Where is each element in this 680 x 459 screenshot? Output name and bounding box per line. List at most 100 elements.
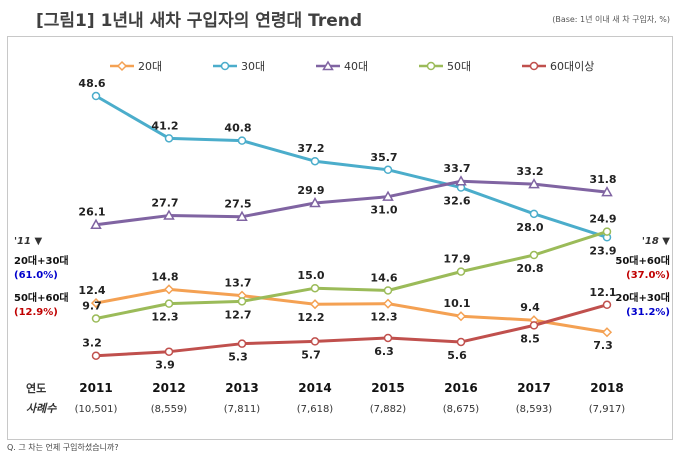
legend-marker bbox=[220, 61, 230, 71]
x-tick-label: 2015 bbox=[371, 381, 404, 395]
right-annotation-value: (37.0%) bbox=[626, 270, 670, 281]
data-label: 33.2 bbox=[516, 165, 543, 178]
sample-size: (7,811) bbox=[224, 404, 261, 415]
data-label: 12.7 bbox=[224, 308, 251, 321]
data-label: 10.1 bbox=[443, 297, 470, 310]
data-point bbox=[309, 196, 321, 208]
left-annotation-value: (12.9%) bbox=[14, 307, 58, 318]
data-label: 40.8 bbox=[224, 122, 251, 135]
annotation-year: '11 ▼ bbox=[14, 236, 42, 247]
data-point bbox=[455, 311, 467, 322]
data-point bbox=[529, 209, 539, 219]
data-point bbox=[601, 327, 613, 338]
sample-size: (8,675) bbox=[443, 404, 480, 415]
data-point bbox=[164, 299, 174, 308]
data-label: 13.7 bbox=[224, 277, 251, 290]
data-point bbox=[163, 284, 175, 295]
data-point bbox=[164, 347, 174, 356]
x-tick-label: 2011 bbox=[79, 381, 112, 395]
legend-label: 20대 bbox=[138, 60, 162, 73]
sample-size: (7,917) bbox=[589, 404, 626, 415]
data-label: 12.2 bbox=[297, 311, 324, 324]
data-label: 9.4 bbox=[520, 301, 540, 314]
data-label: 8.5 bbox=[520, 332, 540, 345]
sample-size: (8,559) bbox=[151, 404, 188, 415]
data-point bbox=[91, 314, 101, 323]
data-label: 33.7 bbox=[443, 162, 470, 175]
data-point bbox=[91, 91, 101, 101]
title-band: [그림1] 1년내 새차 구입자의 연령대 Trend (Base: 1년 이내… bbox=[0, 0, 680, 36]
x-tick-label: 2018 bbox=[590, 381, 623, 395]
legend-label: 50대 bbox=[447, 60, 471, 73]
x-tick-label: 2017 bbox=[517, 381, 550, 395]
data-label: 7.3 bbox=[593, 339, 613, 352]
data-point bbox=[529, 321, 539, 330]
data-point bbox=[310, 283, 320, 293]
left-annotation-value: (61.0%) bbox=[14, 270, 58, 281]
data-label: 35.7 bbox=[370, 151, 397, 164]
data-point bbox=[383, 165, 393, 175]
legend-label: 40대 bbox=[344, 60, 368, 73]
legend-marker bbox=[426, 61, 436, 71]
data-point bbox=[602, 227, 612, 236]
data-label: 14.8 bbox=[151, 270, 178, 283]
chart-title: [그림1] 1년내 새차 구입자의 연령대 Trend bbox=[36, 11, 363, 31]
data-label: 48.6 bbox=[78, 77, 105, 90]
data-label: 26.1 bbox=[78, 206, 105, 219]
data-label: 9.7 bbox=[82, 300, 102, 313]
sample-size: (7,882) bbox=[370, 404, 407, 415]
data-label: 28.0 bbox=[516, 221, 543, 234]
data-label: 27.7 bbox=[151, 197, 178, 210]
series-line bbox=[95, 303, 608, 358]
data-point bbox=[382, 190, 394, 201]
x-tick-label: 2013 bbox=[225, 381, 258, 395]
data-point bbox=[237, 339, 247, 348]
data-label: 15.0 bbox=[297, 269, 324, 282]
data-label: 12.1 bbox=[589, 286, 616, 299]
x-row-label: 연도 bbox=[26, 381, 46, 395]
data-point bbox=[455, 175, 467, 186]
chart-frame bbox=[7, 36, 673, 440]
data-label: 3.9 bbox=[155, 359, 175, 372]
data-point bbox=[382, 298, 394, 309]
data-point bbox=[456, 337, 466, 347]
data-label: 31.0 bbox=[370, 204, 397, 217]
data-point bbox=[383, 333, 393, 343]
x-tick-label: 2012 bbox=[152, 381, 185, 395]
data-point bbox=[601, 186, 613, 197]
data-label: 37.2 bbox=[297, 142, 324, 155]
base-note: (Base: 1년 이내 새 차 구입자, %) bbox=[552, 15, 670, 24]
data-point bbox=[529, 250, 539, 260]
data-label: 29.9 bbox=[297, 184, 324, 197]
data-label: 5.7 bbox=[301, 348, 321, 361]
data-point bbox=[602, 300, 612, 310]
data-point bbox=[456, 267, 466, 276]
legend-label: 30대 bbox=[241, 60, 265, 73]
data-point bbox=[90, 218, 102, 229]
series-line bbox=[95, 287, 608, 334]
series-line bbox=[95, 94, 608, 239]
data-point bbox=[309, 299, 321, 310]
sample-size: (7,618) bbox=[297, 404, 334, 415]
data-point bbox=[163, 209, 175, 220]
left-annotation-label: 20대+30대 bbox=[14, 254, 69, 267]
legend-marker bbox=[116, 60, 128, 72]
legend-label: 60대이상 bbox=[550, 60, 594, 73]
data-label: 6.3 bbox=[374, 345, 394, 358]
sample-row-label: 사례수 bbox=[26, 402, 57, 415]
data-point bbox=[310, 156, 320, 166]
data-label: 12.3 bbox=[370, 311, 397, 324]
data-point bbox=[528, 178, 540, 189]
legend-marker bbox=[529, 61, 539, 71]
data-label: 32.6 bbox=[443, 195, 470, 208]
x-tick-label: 2014 bbox=[298, 381, 331, 395]
sample-size: (10,501) bbox=[75, 404, 118, 415]
data-label: 24.9 bbox=[589, 213, 616, 226]
data-point bbox=[164, 134, 174, 143]
right-annotation-value: (31.2%) bbox=[626, 307, 670, 318]
data-point bbox=[91, 351, 101, 360]
data-label: 41.2 bbox=[151, 119, 178, 132]
right-annotation-label: 50대+60대 bbox=[615, 254, 670, 267]
left-annotation-label: 50대+60대 bbox=[14, 291, 69, 304]
data-label: 20.8 bbox=[516, 262, 543, 275]
